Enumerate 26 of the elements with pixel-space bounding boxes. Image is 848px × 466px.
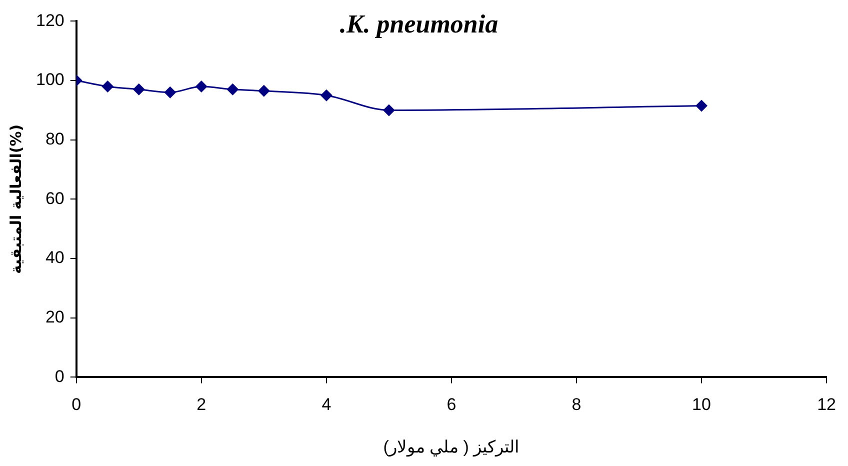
y-axis-title: الفعالية المتبقية(%)	[6, 124, 25, 274]
point	[132, 83, 145, 96]
x-tick-label: 12	[817, 395, 836, 414]
y-tick-label: 120	[36, 10, 64, 30]
point	[696, 100, 708, 112]
y-tick-label: 100	[36, 70, 64, 90]
chart-title: .K. pneumonia	[340, 9, 498, 38]
point	[382, 104, 395, 116]
point	[226, 83, 239, 96]
x-tick-label: 0	[72, 395, 82, 414]
point	[102, 80, 114, 92]
point	[258, 84, 270, 97]
y-tick-label: 40	[45, 248, 64, 268]
y-tick-label: 20	[45, 308, 64, 327]
point	[320, 89, 332, 102]
x-tick-label: 8	[572, 395, 582, 414]
y-tick-label: 80	[45, 130, 64, 149]
point	[195, 80, 208, 92]
x-tick-label: 2	[196, 395, 206, 414]
point	[164, 86, 176, 98]
x-axis-title: التركيز ( ملي مولار)	[383, 437, 520, 458]
x-tick-label: 10	[692, 395, 711, 414]
y-tick-label: 0	[54, 366, 64, 386]
y-tick-label: 60	[45, 188, 64, 208]
x-tick-label: 6	[446, 395, 456, 414]
x-tick-label: 4	[322, 395, 332, 414]
